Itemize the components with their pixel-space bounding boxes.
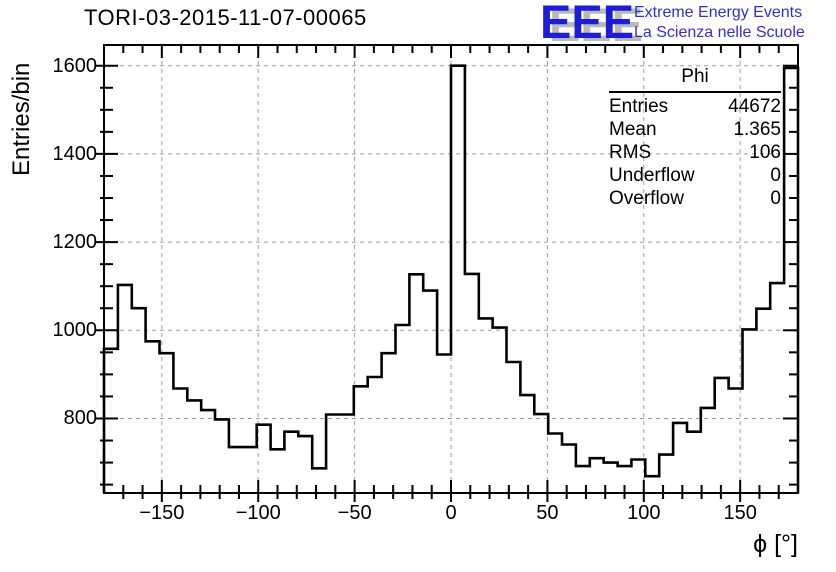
stats-row-underflow: Underflow 0 (609, 164, 781, 187)
y-tick-label: 1200 (52, 231, 98, 254)
plot-title: TORI-03-2015-11-07-00065 (84, 5, 367, 30)
x-tick-label: 0 (445, 502, 457, 524)
x-tick-label: −150 (139, 502, 185, 524)
x-tick-label: 50 (536, 502, 559, 524)
x-tick-label: −100 (235, 502, 281, 524)
histogram-step-line (102, 64, 800, 493)
y-tick-label: 800 (63, 407, 97, 430)
stats-value: 44672 (728, 96, 781, 117)
x-tick-label: 100 (627, 502, 661, 524)
stats-row-entries: Entries 44672 (609, 95, 781, 118)
eee-logo-acronym: EEE (540, 0, 635, 48)
x-tick-label: 150 (723, 502, 757, 524)
y-tick-label: 1400 (52, 142, 98, 165)
stats-box-title: Phi (681, 66, 709, 87)
stats-value: 0 (770, 188, 781, 209)
stats-label: Underflow (609, 165, 695, 186)
stats-box: Phi Entries 44672 Mean 1.365 RMS 106 Und… (609, 66, 781, 210)
plot-frame (103, 44, 799, 494)
stats-value: 1.365 (733, 119, 781, 140)
stats-row-overflow: Overflow 0 (609, 187, 781, 210)
stats-row-rms: RMS 106 (609, 141, 781, 164)
stats-label: RMS (609, 142, 652, 163)
x-axis-title: ϕ [°] (753, 530, 798, 558)
stats-box-rule (609, 91, 781, 93)
stats-value: 106 (749, 142, 781, 163)
stats-label: Overflow (609, 188, 684, 209)
eee-logo-line2: La Scienza nelle Scuole (634, 24, 805, 41)
x-tick-label: −50 (337, 502, 372, 524)
stats-label: Entries (609, 96, 669, 117)
eee-logo: EEE Extreme Energy Events La Scienza nel… (540, 0, 836, 52)
stats-value: 0 (770, 165, 781, 186)
y-tick-label: 1600 (52, 54, 98, 77)
y-tick-label: 1000 (52, 319, 98, 342)
eee-logo-line1: Extreme Energy Events (634, 4, 803, 21)
stats-row-mean: Mean 1.365 (609, 118, 781, 141)
stats-label: Mean (609, 119, 657, 140)
